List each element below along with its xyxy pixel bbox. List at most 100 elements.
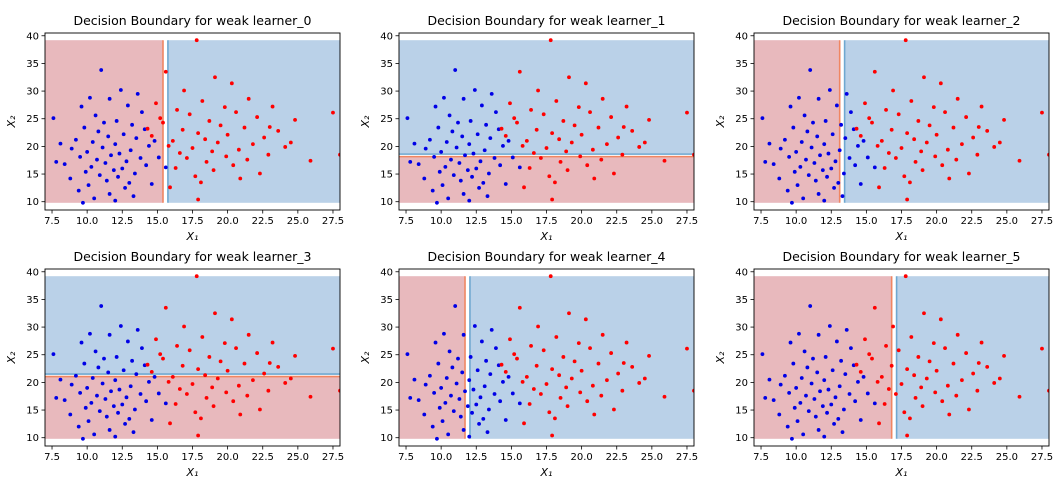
point-blue [104, 178, 109, 183]
point-red [964, 351, 969, 355]
point-blue [133, 171, 137, 176]
point-red [612, 171, 616, 176]
y-axis-label: X₂ [714, 115, 727, 129]
point-red [503, 133, 508, 138]
point-red [145, 126, 150, 131]
point-red [585, 163, 590, 168]
point-red [976, 125, 981, 129]
point-red [276, 129, 281, 133]
point-blue [54, 159, 59, 164]
point-red [173, 166, 178, 170]
plot-area [45, 38, 340, 205]
point-red [896, 348, 901, 353]
point-blue [856, 379, 860, 384]
point-blue [506, 374, 511, 379]
point-red [203, 373, 208, 378]
point-blue [450, 129, 455, 134]
point-blue [408, 395, 413, 400]
point-blue [809, 381, 814, 386]
point-red [899, 382, 904, 386]
point-blue [791, 361, 796, 366]
y-tick-label: 40 [380, 267, 393, 278]
point-red [924, 140, 929, 145]
point-red [599, 157, 604, 162]
point-blue [109, 389, 113, 394]
point-red [875, 379, 880, 384]
point-blue [481, 180, 486, 185]
point-red [583, 81, 588, 86]
point-blue [163, 165, 168, 170]
x-tick-label: 20.0 [925, 452, 947, 463]
point-blue [840, 430, 845, 435]
point-red [522, 421, 526, 426]
point-red [919, 149, 924, 154]
point-blue [444, 140, 449, 144]
point-red [934, 132, 939, 137]
point-red [536, 88, 540, 93]
point-red [908, 416, 912, 421]
point-red [905, 433, 910, 438]
point-blue [478, 395, 483, 400]
point-red [979, 104, 984, 109]
point-blue [127, 180, 132, 185]
y-tick-label: 20 [26, 378, 39, 389]
point-blue [847, 392, 852, 396]
y-tick-label: 40 [380, 31, 393, 42]
x-tick-label: 17.5 [535, 452, 557, 463]
point-red [955, 96, 960, 101]
subplot-0: 7.5 10.0 12.5 15.0 17.5 20.0 22.5 25.0 27.5 10 15 2… [5, 13, 344, 243]
x-tick-label: 17.5 [181, 452, 203, 463]
point-blue [468, 355, 473, 359]
y-tick-label: 35 [735, 295, 748, 306]
point-blue [811, 120, 815, 125]
point-blue [818, 153, 822, 158]
point-blue [805, 129, 810, 134]
point-blue [777, 412, 782, 417]
point-blue [806, 409, 811, 414]
point-blue [149, 418, 154, 422]
point-red [578, 154, 583, 159]
point-red [538, 156, 543, 160]
point-red [224, 154, 229, 159]
point-blue [461, 96, 466, 101]
point-red [512, 352, 517, 357]
point-blue [458, 178, 463, 183]
point-blue [489, 327, 494, 332]
point-red [270, 104, 275, 109]
x-tick-label: 15.0 [146, 216, 168, 227]
point-blue [163, 401, 168, 406]
point-blue [135, 91, 140, 96]
x-axis-label: X₁ [895, 466, 908, 479]
point-red [166, 379, 171, 384]
subplot-4: 7.5 10.0 12.5 15.0 17.5 20.0 22.5 25.0 27.5 10 15 2… [359, 249, 698, 479]
point-blue [90, 140, 95, 144]
y-tick-label: 40 [735, 267, 748, 278]
point-blue [440, 419, 445, 424]
point-blue [74, 373, 78, 378]
point-blue [430, 424, 435, 429]
point-red [293, 117, 297, 122]
point-blue [844, 327, 849, 332]
point-blue [795, 419, 800, 424]
point-red [919, 385, 924, 390]
point-red [251, 142, 255, 147]
point-blue [788, 104, 793, 109]
point-red [213, 311, 217, 316]
point-red [605, 378, 609, 383]
point-red [572, 359, 577, 364]
point-blue [839, 358, 843, 363]
region-blue [45, 276, 340, 375]
point-red [879, 138, 884, 143]
point-red [242, 361, 247, 366]
point-blue [457, 397, 462, 401]
point-red [967, 171, 971, 176]
point-blue [436, 361, 441, 366]
point-red [934, 368, 939, 373]
point-blue [128, 384, 133, 389]
point-red [585, 399, 590, 404]
point-red [170, 138, 175, 143]
point-blue [83, 169, 88, 174]
point-blue [62, 398, 67, 402]
point-blue [134, 372, 139, 376]
point-blue [487, 407, 491, 412]
